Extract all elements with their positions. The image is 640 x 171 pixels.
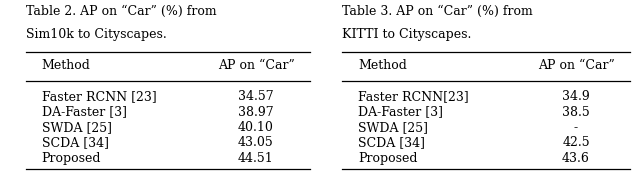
Text: Proposed: Proposed	[358, 152, 418, 165]
Text: 43.6: 43.6	[562, 152, 590, 165]
Text: DA-Faster [3]: DA-Faster [3]	[358, 106, 444, 119]
Text: Sim10k to Cityscapes.: Sim10k to Cityscapes.	[26, 28, 166, 41]
Text: 42.5: 42.5	[562, 136, 590, 149]
Text: Table 3. AP on “Car” (%) from: Table 3. AP on “Car” (%) from	[342, 5, 533, 18]
Text: Proposed: Proposed	[42, 152, 101, 165]
Text: 43.05: 43.05	[238, 136, 274, 149]
Text: 44.51: 44.51	[238, 152, 274, 165]
Text: SCDA [34]: SCDA [34]	[358, 136, 426, 149]
Text: 40.10: 40.10	[238, 121, 274, 134]
Text: KITTI to Cityscapes.: KITTI to Cityscapes.	[342, 28, 472, 41]
Text: 34.9: 34.9	[562, 90, 590, 103]
Text: SWDA [25]: SWDA [25]	[358, 121, 428, 134]
Text: SCDA [34]: SCDA [34]	[42, 136, 109, 149]
Text: Method: Method	[358, 59, 407, 72]
Text: Faster RCNN[23]: Faster RCNN[23]	[358, 90, 469, 103]
Text: Table 2. AP on “Car” (%) from: Table 2. AP on “Car” (%) from	[26, 5, 216, 18]
Text: AP on “Car”: AP on “Car”	[218, 59, 294, 72]
Text: SWDA [25]: SWDA [25]	[42, 121, 111, 134]
Text: DA-Faster [3]: DA-Faster [3]	[42, 106, 127, 119]
Text: AP on “Car”: AP on “Car”	[538, 59, 614, 72]
Text: -: -	[574, 121, 578, 134]
Text: 38.97: 38.97	[238, 106, 274, 119]
Text: 34.57: 34.57	[238, 90, 274, 103]
Text: Method: Method	[42, 59, 90, 72]
Text: Faster RCNN [23]: Faster RCNN [23]	[42, 90, 156, 103]
Text: 38.5: 38.5	[562, 106, 590, 119]
